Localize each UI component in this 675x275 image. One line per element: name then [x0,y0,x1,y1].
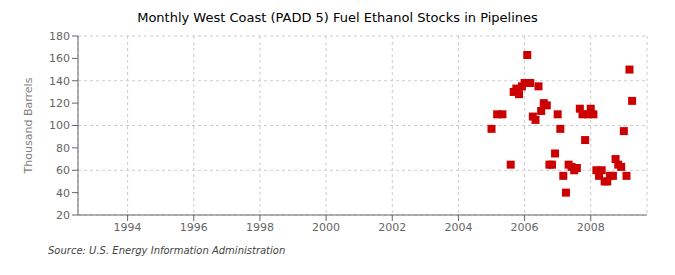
svg-text:2000: 2000 [312,221,340,234]
svg-text:1996: 1996 [180,221,208,234]
svg-text:60: 60 [56,164,70,177]
svg-text:Thousand Barrels: Thousand Barrels [22,77,35,174]
html-text:Monthly West Coast (PADD 5) Fu: Monthly West Coast (PADD 5) Fuel Ethanol… [137,10,538,25]
svg-text:120: 120 [49,97,70,110]
svg-text:1998: 1998 [246,221,274,234]
svg-text:2004: 2004 [444,221,472,234]
svg-text:1994: 1994 [114,221,142,234]
svg-text:180: 180 [49,30,70,43]
svg-text:100: 100 [49,119,70,132]
svg-text:160: 160 [49,52,70,65]
svg-text:20: 20 [56,209,70,222]
svg-text:40: 40 [56,187,70,200]
svg-text:140: 140 [49,75,70,88]
svg-text:2008: 2008 [577,221,605,234]
svg-text:2006: 2006 [511,221,539,234]
svg-text:80: 80 [56,142,70,155]
html-text:Source: U.S. Energy Informatio: Source: U.S. Energy Information Administ… [48,245,286,256]
svg-text:2002: 2002 [378,221,406,234]
